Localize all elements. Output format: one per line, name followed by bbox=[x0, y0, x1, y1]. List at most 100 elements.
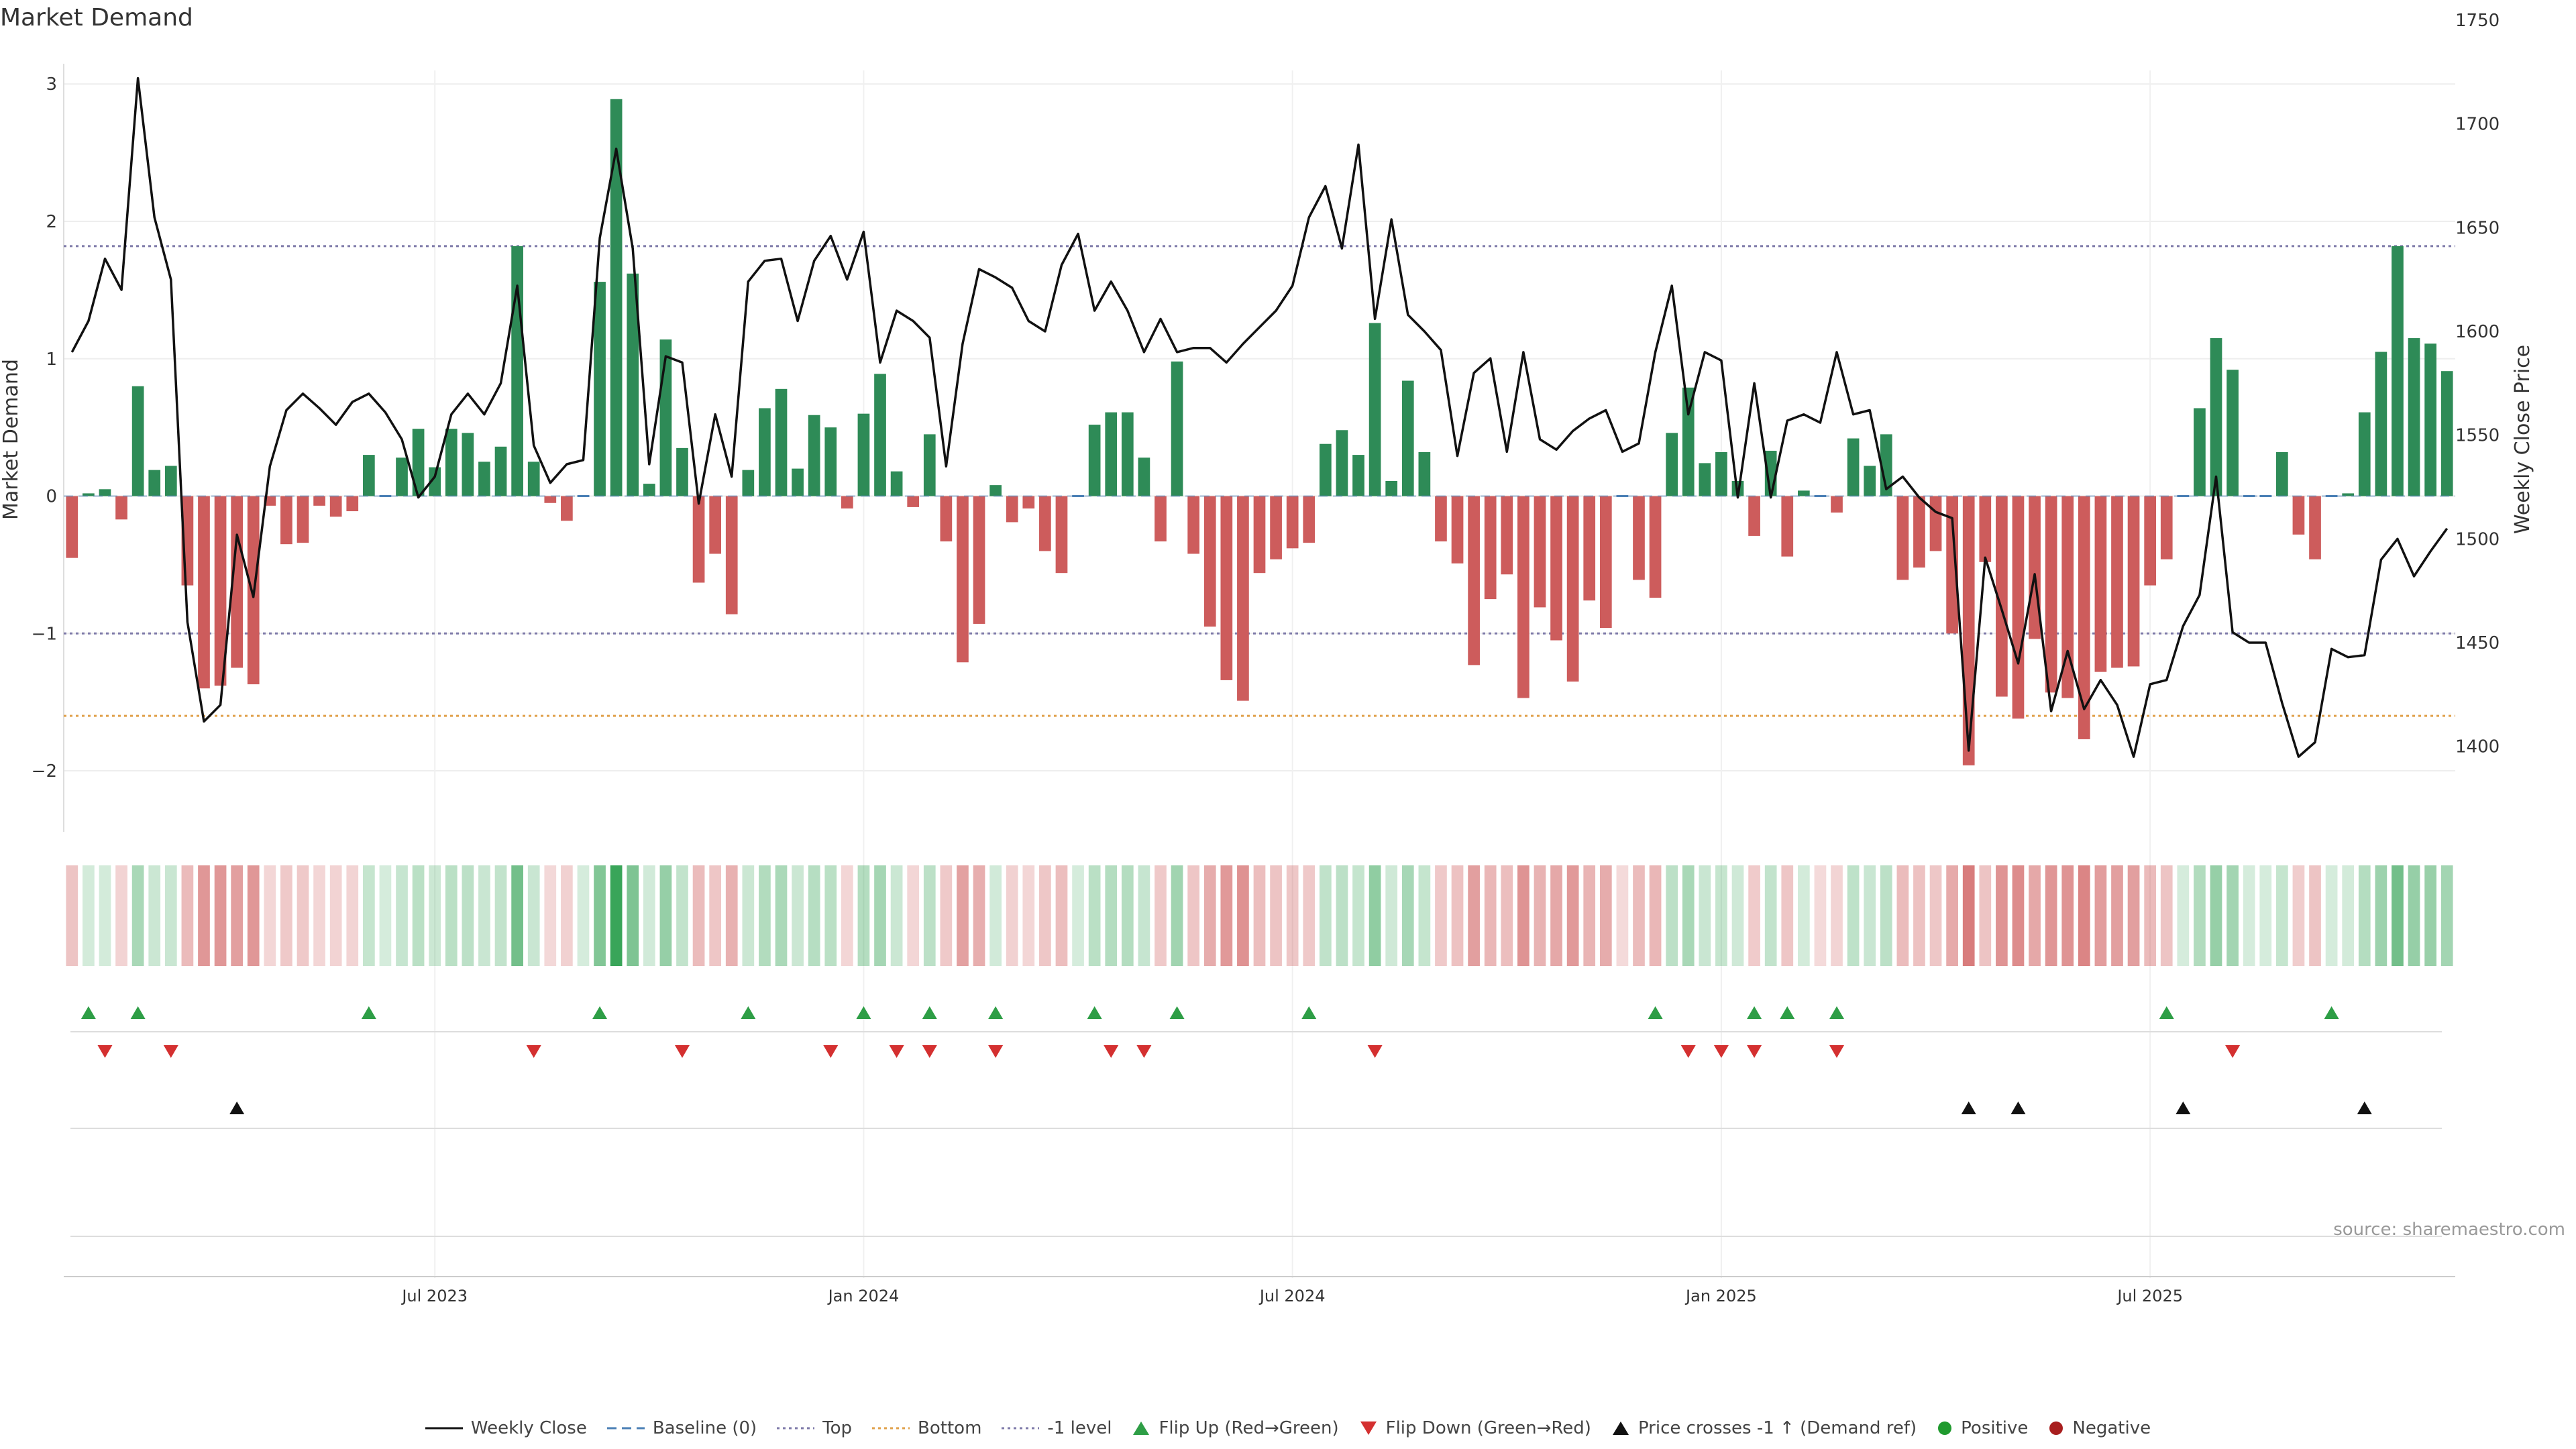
bar bbox=[1748, 496, 1760, 536]
heat-cell bbox=[2029, 865, 2041, 966]
bar bbox=[874, 374, 886, 496]
flip-up-marker bbox=[856, 1006, 871, 1019]
heat-cell bbox=[2160, 865, 2173, 966]
bar bbox=[527, 462, 540, 496]
heat-cell bbox=[280, 865, 292, 966]
legend-flip-up[interactable]: Flip Up (Red→Green) bbox=[1132, 1418, 1339, 1438]
heat-cell bbox=[1847, 865, 1860, 966]
bar bbox=[1138, 458, 1150, 496]
bar bbox=[742, 470, 755, 496]
bar bbox=[1336, 430, 1348, 496]
bar bbox=[1220, 496, 1233, 680]
flip-up-marker bbox=[988, 1006, 1004, 1019]
legend-positive[interactable]: Positive bbox=[1937, 1418, 2028, 1438]
bar bbox=[940, 496, 953, 542]
bar bbox=[561, 496, 573, 521]
bar bbox=[1781, 496, 1794, 557]
heat-cell bbox=[2127, 865, 2140, 966]
heat-cell bbox=[379, 865, 392, 966]
heat-cell bbox=[1550, 865, 1562, 966]
heat-cell bbox=[676, 865, 688, 966]
triangle-down-icon bbox=[1360, 1421, 1377, 1435]
dot-icon bbox=[1938, 1421, 1952, 1435]
legend-negative[interactable]: Negative bbox=[2048, 1418, 2151, 1438]
heat-cell bbox=[362, 865, 375, 966]
heat-cell bbox=[857, 865, 870, 966]
heat-cell bbox=[1731, 865, 1744, 966]
bar bbox=[280, 496, 292, 545]
bar bbox=[198, 496, 210, 689]
heat-cell bbox=[1418, 865, 1431, 966]
bar bbox=[692, 496, 705, 583]
heat-cell bbox=[907, 865, 920, 966]
bar bbox=[792, 468, 804, 496]
heat-cell bbox=[577, 865, 590, 966]
heat-cell bbox=[1946, 865, 1958, 966]
heat-cell bbox=[692, 865, 705, 966]
heat-cell bbox=[1616, 865, 1629, 966]
bar bbox=[923, 434, 936, 496]
weekly-close-line bbox=[70, 76, 2449, 758]
legend-baseline[interactable]: Baseline (0) bbox=[606, 1418, 757, 1438]
heat-cell bbox=[841, 865, 853, 966]
y2-tick-label: 1400 bbox=[2455, 737, 2500, 757]
bar bbox=[1401, 380, 1414, 496]
bar bbox=[1385, 481, 1398, 496]
bar bbox=[1699, 463, 1711, 496]
bar bbox=[1583, 496, 1596, 601]
heat-cell bbox=[2292, 865, 2305, 966]
heat-cell bbox=[2094, 865, 2107, 966]
heat-cell bbox=[1599, 865, 1612, 966]
y2-tick-label: 1750 bbox=[2455, 11, 2500, 31]
bar bbox=[1831, 496, 1843, 513]
flip-up-marker bbox=[80, 1006, 96, 1019]
heat-cell bbox=[2424, 865, 2436, 966]
dashed-line-swatch-icon bbox=[606, 1427, 645, 1430]
heat-cell bbox=[1006, 865, 1018, 966]
heat-cell bbox=[2275, 865, 2288, 966]
legend-flip-down[interactable]: Flip Down (Green→Red) bbox=[1359, 1418, 1591, 1438]
legend-top[interactable]: Top bbox=[777, 1418, 852, 1438]
heat-cell bbox=[313, 865, 325, 966]
heat-cell bbox=[115, 865, 127, 966]
bar bbox=[2342, 493, 2355, 496]
heat-cell bbox=[594, 865, 606, 966]
heat-cell bbox=[1237, 865, 1249, 966]
bar bbox=[494, 446, 507, 496]
bar bbox=[1055, 496, 1068, 574]
bar bbox=[643, 484, 655, 496]
legend-bottom[interactable]: Bottom bbox=[872, 1418, 981, 1438]
legend-label: Price crosses -1 ↑ (Demand ref) bbox=[1638, 1418, 1917, 1438]
heat-cell bbox=[1039, 865, 1051, 966]
bar bbox=[989, 485, 1002, 496]
heat-cell bbox=[1368, 865, 1381, 966]
heat-cell bbox=[890, 865, 903, 966]
heat-cell bbox=[494, 865, 507, 966]
bar bbox=[1319, 443, 1332, 496]
bar bbox=[957, 496, 969, 663]
heat-cell bbox=[1220, 865, 1233, 966]
heat-cell bbox=[1336, 865, 1348, 966]
heat-cell bbox=[1517, 865, 1529, 966]
bar bbox=[1303, 496, 1316, 543]
heat-cell bbox=[1055, 865, 1068, 966]
bar bbox=[1929, 496, 1942, 551]
x-tick-label: Jul 2023 bbox=[400, 1287, 468, 1305]
heat-cell bbox=[1155, 865, 1167, 966]
flip-up-marker bbox=[922, 1006, 937, 1019]
heat-cell bbox=[2194, 865, 2206, 966]
flip-up-marker bbox=[2324, 1006, 2339, 1019]
legend-weekly-close[interactable]: Weekly Close bbox=[425, 1418, 587, 1438]
y2-tick-label: 1600 bbox=[2455, 322, 2500, 342]
legend-neg1-level[interactable]: -1 level bbox=[1002, 1418, 1112, 1438]
heat-cell bbox=[478, 865, 490, 966]
flip-down-marker bbox=[988, 1045, 1004, 1058]
bar bbox=[2012, 496, 2025, 719]
heat-cell bbox=[1435, 865, 1447, 966]
bar bbox=[1550, 496, 1562, 641]
legend-price-cross[interactable]: Price crosses -1 ↑ (Demand ref) bbox=[1611, 1418, 1917, 1438]
bar bbox=[511, 246, 523, 496]
heat-cell bbox=[131, 865, 144, 966]
line-swatch-icon bbox=[425, 1427, 463, 1430]
heat-cell bbox=[725, 865, 738, 966]
